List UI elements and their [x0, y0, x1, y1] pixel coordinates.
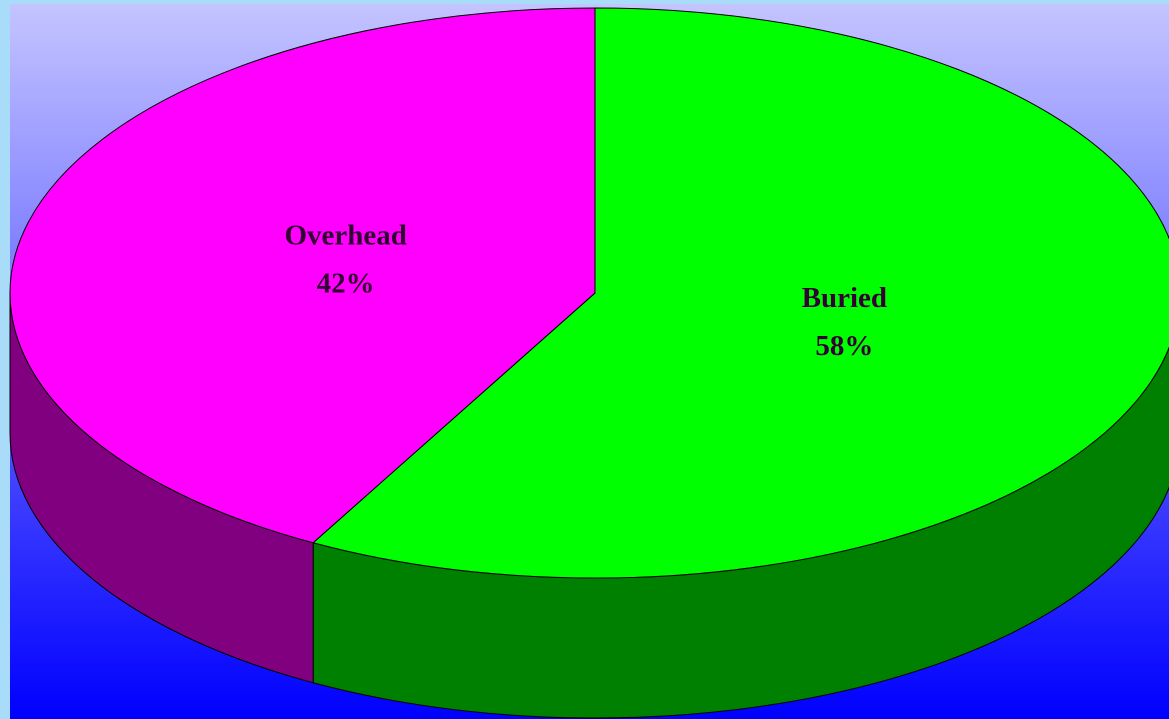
slice-label: Overhead — [284, 220, 406, 252]
slice-value-label: 42% — [317, 268, 375, 300]
slice-label: Buried — [802, 282, 887, 314]
slice-value-label: 58% — [815, 330, 873, 362]
slice — [312, 7, 1169, 579]
slice — [9, 7, 596, 544]
